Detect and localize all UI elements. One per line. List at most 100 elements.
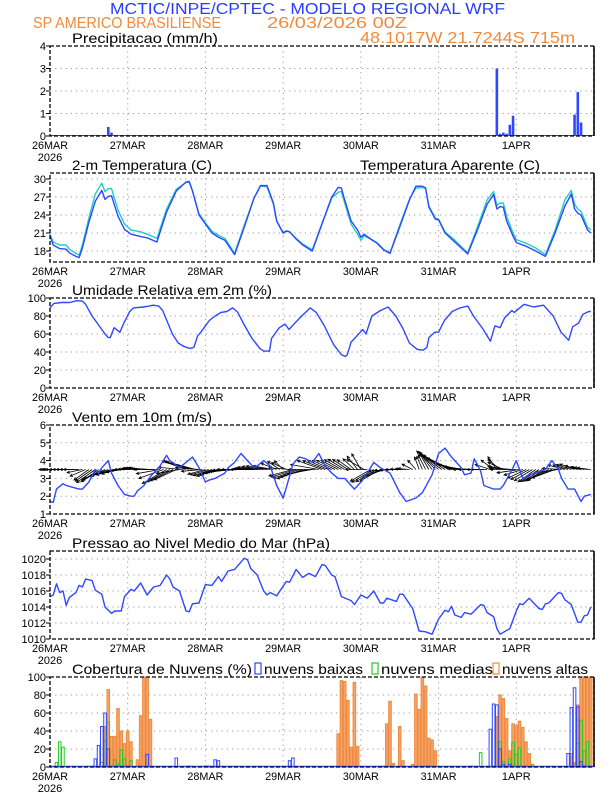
x-tick-label: 29MAR [265,771,301,783]
wind-arrow-head [268,473,273,477]
y-tick-label: 0 [40,762,46,774]
x-tick-label: 29MAR [265,140,301,152]
wind-arrow-head [315,459,320,463]
wind-arrow-head [117,467,121,471]
wind-arrow-shaft [514,469,533,481]
wind-arrow-head [302,460,306,464]
wind-arrow-head [126,466,131,470]
wind-arrow-head [510,476,514,480]
wind-arrow [273,460,284,470]
panel-title: Pressao ao Nivel Medio do Mar (hPa) [72,535,330,551]
y-tick-label: 24 [34,210,46,222]
wind-arrow-shaft [401,463,413,470]
series-line-rh [49,300,591,358]
series-line-temp [49,180,592,259]
panel-wind: 1 2 3 4 5 6 26MAR 27MAR 28MAR 29MAR 30MAR 31MAR 1APR… [32,409,595,542]
wind-arrow [62,467,80,472]
cloud-bar-nuvens-altas [504,717,509,768]
legend-swatch-blue [254,662,262,675]
panel-title: 2-m Temperatura (C) [72,157,212,173]
x-tick-label: 27MAR [110,392,146,404]
x-year-label: 2026 [38,530,62,542]
wind-arrow-head [417,451,422,455]
wind-arrow [66,469,83,474]
wind-arrow-head [346,459,350,463]
wind-arrow-head [276,476,281,480]
wind-arrow-head [69,473,74,477]
wind-arrow-head [487,458,492,463]
precip-bar [495,68,499,136]
wind-arrow-head [531,475,536,479]
wind-arrow-head [195,473,200,477]
x-tick-label: 26MAR [32,643,68,655]
cloud-bar-nuvens-altas [342,681,347,768]
x-tick-label: 29MAR [265,266,301,278]
wind-arrow [286,469,313,476]
wind-arrow-head [44,467,49,472]
cloud-bar-nuvens-altas [355,745,360,768]
cloud-bar-nuvens-baixas [566,753,570,768]
wind-arrow-head [100,471,105,475]
wind-arrow-head [241,465,246,469]
wind-arrow-head [487,455,491,460]
wind-arrow-head [429,459,434,464]
wind-arrow-shaft [67,469,83,474]
wind-arrow-shaft [246,465,271,470]
wind-arrow-head [186,471,191,476]
cloud-bar-nuvens-altas [336,733,340,768]
wind-arrow-head [55,467,60,472]
x-year-label: 2026 [38,278,62,290]
precip-bar [579,122,583,136]
wind-arrow-head [59,467,63,472]
x-tick-label: 27MAR [110,518,146,530]
y-tick-label: 100 [28,293,46,305]
wind-arrow-head [82,475,87,480]
y-tick-label: 80 [34,311,46,323]
y-tick-label: 30 [34,174,46,186]
wind-arrow-head [503,472,508,476]
wind-arrow-shaft [510,469,530,480]
wind-arrow [496,469,520,475]
y-tick-label: 20 [34,365,46,377]
x-tick-label: 27MAR [110,643,146,655]
wind-arrow [189,469,209,476]
wind-arrow-head [138,475,142,480]
station-name: SP AMERICO BRASILIENSE [33,15,221,32]
wind-arrow [331,458,349,470]
precip-bar [110,132,113,136]
wind-arrow-head [220,467,225,472]
cloud-bar-nuvens-medias [61,746,65,768]
x-year-label: 2026 [38,152,62,164]
y-tick-label: 6 [40,420,46,432]
wind-arrow-shaft [520,469,540,482]
wind-arrow-shaft [75,469,93,482]
wind-arrow [346,459,365,470]
wind-arrow [413,456,420,470]
wind-arrow-head [229,467,234,472]
wind-arrow-shaft [302,460,326,470]
cloud-bar-nuvens-baixas [174,757,179,768]
wind-arrow-head [564,464,569,468]
x-tick-label: 30MAR [343,140,379,152]
wind-arrow [153,469,177,481]
cloud-bar-nuvens-altas [588,676,593,768]
wind-arrow-shaft [187,469,206,475]
wind-arrow-head [496,470,500,475]
wind-arrow-head [407,459,411,464]
precip-bar [576,92,580,136]
wind-arrow-head [39,467,44,472]
wind-arrow-head [192,473,197,477]
wind-arrow [513,469,533,482]
cloud-bar-nuvens-altas [433,750,438,768]
x-tick-label: 27MAR [110,266,146,278]
wind-arrow-head [327,458,332,463]
legend-swatch-orange [492,662,500,675]
y-tick-label: 60 [34,329,46,341]
y-tick-label: 1 [40,509,46,521]
wind-arrow-head [569,465,574,470]
x-tick-label: 26MAR [32,392,68,404]
wind-arrow [69,469,86,477]
wind-arrow-shaft [156,469,180,474]
wind-arrow-head [394,467,399,471]
y-tick-label: 1014 [22,602,46,614]
